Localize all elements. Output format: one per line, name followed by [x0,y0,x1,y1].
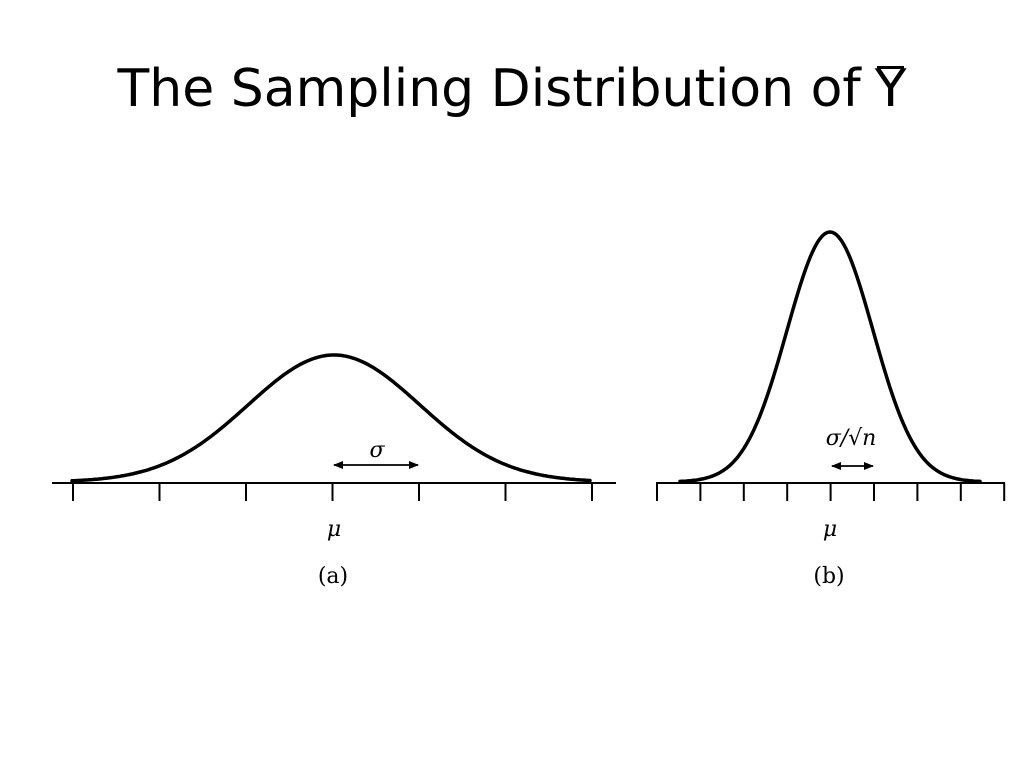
y-bar-symbol: Y [875,58,907,120]
slide-title-text: The Sampling Distribution of [117,59,861,119]
panel-b: σ/√n μ (b) [656,230,1006,589]
panel-a-mu-label: μ [327,517,341,542]
slide-title: The Sampling Distribution of Y [0,58,1024,120]
panel-a-axis-ticks [72,483,593,501]
panel-b-mu-label: μ [823,517,837,542]
panel-b-sigma-over-root-n-label: σ/√n [826,426,877,451]
panel-a-sigma-label: σ [369,438,385,463]
panel-b-axis-ticks [656,483,1006,501]
y-bar-letter: Y [874,59,907,119]
panel-a: σ μ (a) [52,353,616,589]
panel-b-normal-curve [678,230,982,484]
panel-b-caption: (b) [813,564,844,589]
panel-a-normal-curve [70,353,592,483]
panel-a-caption: (a) [318,564,348,589]
overbar [876,66,905,69]
